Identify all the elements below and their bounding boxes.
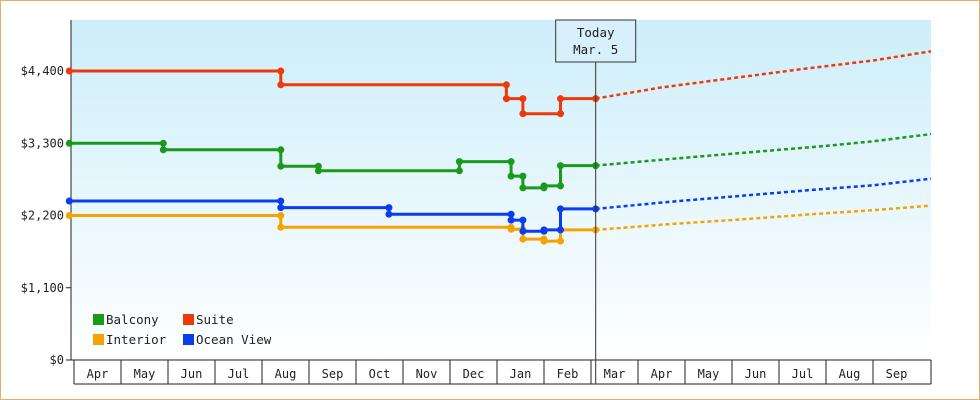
data-point (277, 204, 285, 212)
data-point (557, 95, 564, 103)
data-point (557, 182, 564, 190)
series-line-suite (69, 69, 596, 116)
projection-line-ocean-view (595, 177, 932, 211)
legend-label: Ocean View (196, 332, 272, 347)
series-balcony (65, 132, 932, 192)
data-point (507, 210, 515, 218)
legend-item-suite: Suite (183, 312, 234, 327)
data-point (507, 158, 515, 166)
data-point (507, 225, 515, 233)
today-box (555, 19, 637, 63)
series-layer (65, 50, 932, 245)
today-date: Mar. 5 (573, 42, 618, 57)
data-point (65, 197, 73, 205)
x-tick-label: Nov (416, 367, 438, 381)
x-tick-label: Oct (369, 367, 391, 381)
legend-label: Interior (106, 332, 167, 347)
x-tick-label: Aug (275, 367, 297, 381)
projection-line-balcony (595, 132, 932, 167)
data-point (540, 182, 548, 190)
series-ocean-view (65, 177, 932, 235)
data-point (314, 167, 322, 175)
today-label: Today (577, 25, 615, 40)
x-tick-label: Jan (510, 367, 532, 381)
data-point (277, 162, 285, 170)
data-point (519, 110, 527, 118)
legend-label: Balcony (106, 312, 159, 327)
data-point (277, 146, 285, 154)
x-tick-label: Apr (651, 367, 673, 381)
data-point (455, 167, 463, 175)
x-tick-label: Aug (839, 367, 861, 381)
x-tick-label: Sep (886, 367, 908, 381)
data-point (502, 95, 510, 103)
data-point (159, 139, 167, 147)
today-marker: Today Mar. 5 (555, 19, 637, 384)
data-point (557, 110, 564, 118)
x-tick-label: Jul (792, 367, 814, 381)
data-point (502, 81, 510, 89)
data-point (557, 226, 564, 234)
x-tick-label: Sep (322, 367, 344, 381)
legend-label: Suite (196, 312, 234, 327)
data-point (557, 162, 564, 170)
data-point (519, 216, 527, 224)
data-point (65, 139, 73, 147)
data-point (519, 95, 527, 103)
series-suite (65, 50, 932, 118)
data-point (507, 172, 515, 180)
y-tick-label: $2,200 (21, 209, 64, 223)
data-point (540, 237, 548, 245)
x-tick-label: May (698, 367, 720, 381)
x-tick-label: Apr (87, 367, 109, 381)
data-point (65, 67, 73, 75)
x-tick-label: Feb (557, 367, 579, 381)
x-tick-label: May (134, 367, 156, 381)
x-tick-label: Jun (745, 367, 767, 381)
projection-line-suite (595, 50, 932, 100)
x-tick-label: Dec (463, 367, 485, 381)
data-point (519, 227, 527, 235)
y-tick-label: $4,400 (21, 64, 64, 78)
projection-line-interior (595, 204, 932, 232)
data-point (540, 226, 548, 234)
data-point (455, 158, 463, 166)
legend-swatch (93, 314, 104, 325)
data-point (557, 205, 564, 213)
data-point (159, 146, 167, 154)
legend-swatch (183, 334, 194, 345)
data-point (385, 210, 393, 218)
data-point (277, 223, 285, 231)
legend-swatch (93, 334, 104, 345)
data-point (65, 212, 73, 219)
x-tick-label: Jul (228, 367, 250, 381)
y-tick-label: $1,100 (21, 281, 64, 295)
y-tick-label: $3,300 (21, 136, 64, 150)
data-point (277, 67, 285, 75)
data-point (519, 184, 527, 192)
data-point (519, 172, 527, 180)
legend-swatch (183, 314, 194, 325)
data-point (277, 212, 285, 219)
legend: Balcony Suite Interior Ocean View (93, 312, 272, 347)
x-tick-label: Mar (604, 367, 626, 381)
x-axis: Apr May Jun Jul Aug Sep Oct Nov Dec Jan Feb Mar Apr M… (71, 359, 932, 385)
data-point (519, 235, 527, 243)
legend-item-balcony: Balcony (93, 312, 159, 327)
plot-background (71, 20, 931, 360)
y-axis: $0 $1,100 $2,200 $3,300 $4,400 (21, 20, 72, 367)
data-point (277, 197, 285, 205)
legend-item-interior: Interior (93, 332, 167, 347)
x-tick-label: Jun (181, 367, 203, 381)
data-point (507, 216, 515, 224)
y-tick-label: $0 (50, 353, 64, 367)
data-point (557, 237, 564, 245)
legend-item-ocean-view: Ocean View (183, 332, 272, 347)
data-point (277, 81, 285, 89)
data-point (385, 204, 393, 212)
